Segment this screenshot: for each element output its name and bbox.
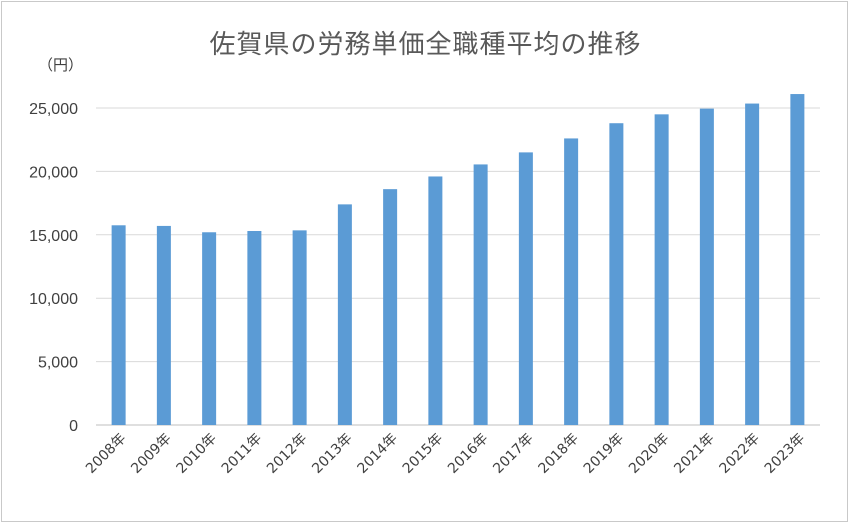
- bar: [111, 225, 126, 425]
- y-unit-label: （円）: [38, 56, 84, 74]
- bar: [790, 94, 805, 425]
- bar: [473, 164, 488, 425]
- y-tick-label: 15,000: [29, 228, 78, 245]
- bar: [337, 204, 352, 425]
- x-tick-label: 2016年: [445, 431, 491, 477]
- x-tick-label: 2010年: [174, 431, 220, 477]
- chart-title: 佐賀県の労務単価全職種平均の推移: [209, 30, 642, 60]
- x-tick-label: 2011年: [219, 431, 265, 477]
- bar: [292, 230, 307, 425]
- y-tick-label: 0: [69, 418, 78, 435]
- bar: [156, 225, 171, 425]
- bar: [745, 103, 760, 425]
- bar: [383, 189, 398, 425]
- y-tick-label: 25,000: [29, 101, 78, 118]
- bar: [564, 138, 579, 425]
- x-tick-label: 2014年: [355, 431, 401, 477]
- x-tick-label: 2015年: [400, 431, 446, 477]
- y-tick-label: 5,000: [38, 355, 78, 372]
- bar: [654, 114, 669, 425]
- bar: [202, 232, 217, 425]
- bar: [428, 176, 443, 425]
- bar: [518, 152, 533, 425]
- x-tick-label: 2019年: [581, 431, 627, 477]
- x-tick-label: 2009年: [128, 431, 174, 477]
- y-tick-label: 20,000: [29, 164, 78, 181]
- x-tick-label: 2018年: [536, 431, 582, 477]
- x-tick-label: 2021年: [671, 431, 717, 477]
- x-tick-label: 2008年: [83, 431, 129, 477]
- x-tick-label: 2020年: [626, 431, 672, 477]
- x-tick-label: 2017年: [490, 431, 536, 477]
- x-tick-label: 2023年: [762, 431, 808, 477]
- bar: [609, 123, 624, 425]
- bar: [699, 108, 714, 425]
- y-tick-label: 10,000: [29, 291, 78, 308]
- x-tick-label: 2012年: [264, 431, 310, 477]
- bar: [247, 230, 262, 425]
- x-tick-label: 2013年: [309, 431, 355, 477]
- x-tick-label: 2022年: [717, 431, 763, 477]
